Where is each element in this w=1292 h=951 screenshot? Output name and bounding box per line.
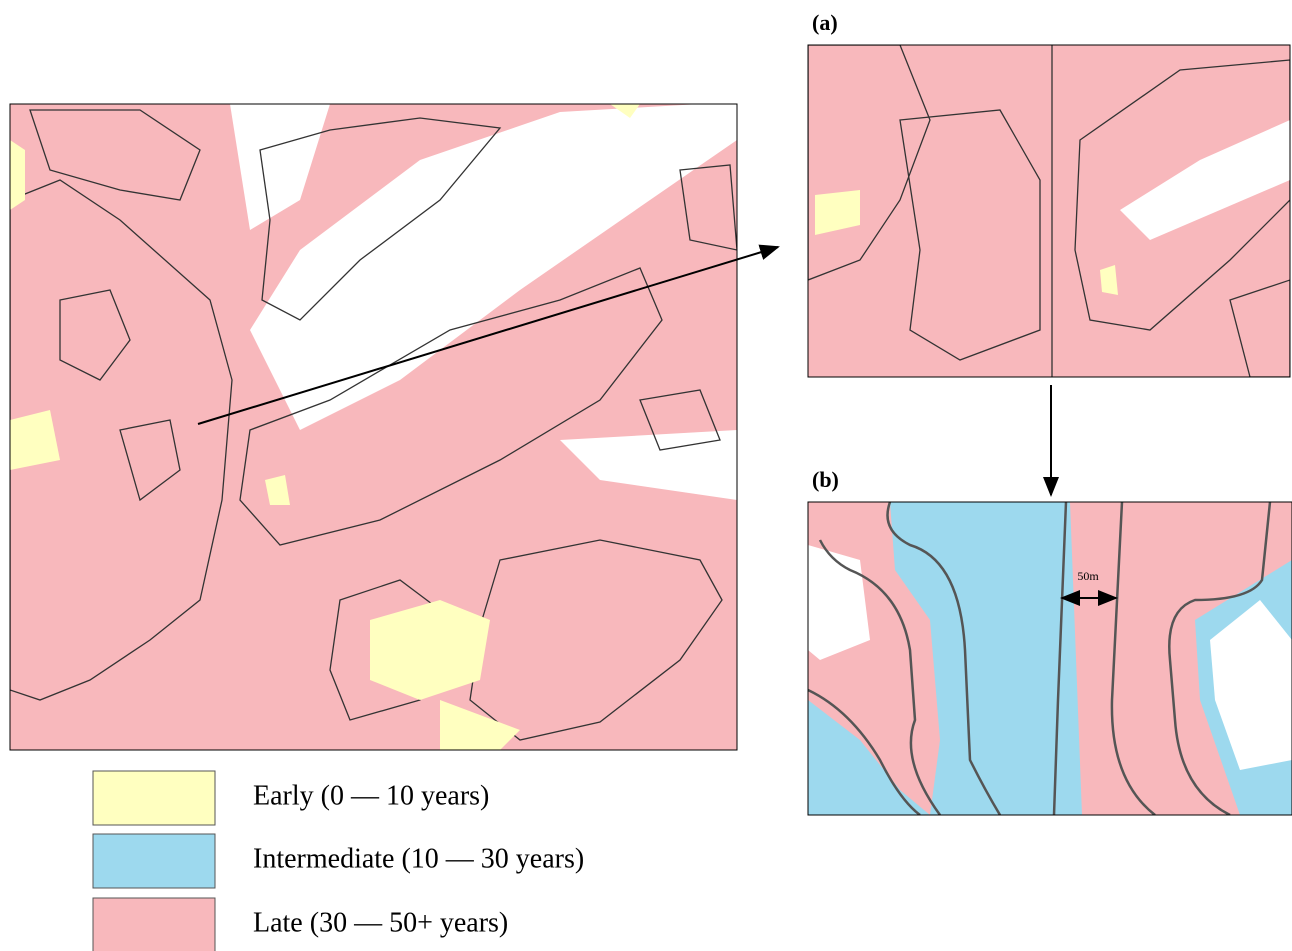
legend-swatch — [93, 898, 215, 951]
panel-label: (a) — [812, 10, 838, 35]
panel-a-map — [808, 45, 1290, 377]
legend-label: Early (0 — 10 years) — [253, 780, 489, 811]
legend-swatch — [93, 834, 215, 888]
main-map — [10, 104, 737, 750]
legend: Early (0 — 10 years) Intermediate (10 — 3… — [93, 771, 584, 951]
legend-label: Late (30 — 50+ years) — [253, 907, 508, 938]
panel-label: (b) — [812, 467, 839, 492]
legend-swatch — [93, 771, 215, 825]
panel-b-map — [808, 502, 1292, 815]
scale-label: 50m — [1077, 569, 1099, 583]
figure: (a) (b) 50m Early (0 — 10 years) Intermed… — [0, 0, 1292, 951]
legend-label: Intermediate (10 — 30 years) — [253, 843, 584, 874]
